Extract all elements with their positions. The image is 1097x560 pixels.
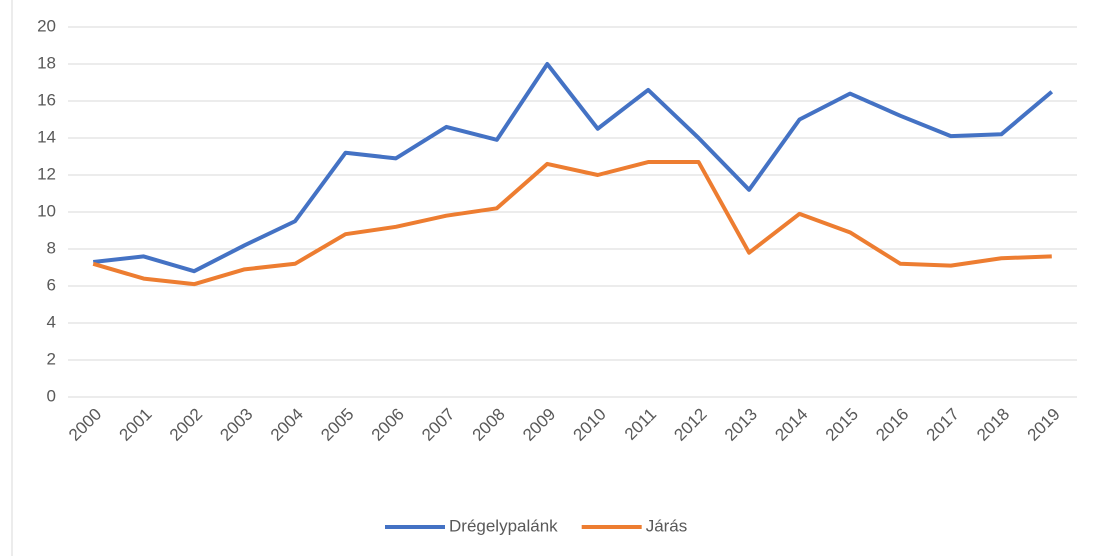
- x-tick-label: 2003: [216, 405, 256, 445]
- y-tick-label: 10: [37, 201, 56, 220]
- x-tick-label: 2012: [670, 405, 710, 445]
- x-tick-label: 2006: [368, 405, 408, 445]
- data-line: [93, 62, 1054, 274]
- y-tick-label: 4: [47, 312, 56, 331]
- y-tick-label: 0: [47, 386, 56, 405]
- x-tick-label: 2018: [973, 405, 1013, 445]
- x-tick-label: 2017: [923, 405, 963, 445]
- y-tick-label: 14: [37, 127, 56, 146]
- x-tick-label: 2004: [267, 405, 307, 445]
- x-tick-label: 2007: [418, 405, 458, 445]
- x-tick-label: 2019: [1024, 405, 1064, 445]
- y-tick-label: 12: [37, 164, 56, 183]
- y-tick-label: 2: [47, 349, 56, 368]
- legend-label: Járás: [646, 516, 688, 535]
- x-tick-label: 2001: [115, 405, 155, 445]
- y-tick-label: 8: [47, 238, 56, 257]
- x-tick-label: 2016: [872, 405, 912, 445]
- x-tick-label: 2015: [822, 405, 862, 445]
- y-tick-label: 18: [37, 53, 56, 72]
- x-tick-label: 2009: [519, 405, 559, 445]
- x-tick-label: 2002: [166, 405, 206, 445]
- x-tick-label: 2008: [469, 405, 509, 445]
- y-tick-label: 20: [37, 16, 56, 35]
- x-tick-label: 2013: [721, 405, 761, 445]
- y-tick-label: 16: [37, 90, 56, 109]
- y-tick-label: 6: [47, 275, 56, 294]
- data-line: [92, 160, 1052, 287]
- x-tick-label: 2014: [771, 405, 811, 445]
- x-tick-label: 2010: [570, 405, 610, 445]
- legend-label: Drégelypalánk: [449, 516, 558, 535]
- x-tick-label: 2011: [621, 405, 660, 444]
- x-tick-label: 2000: [65, 405, 105, 445]
- x-tick-label: 2005: [317, 405, 357, 445]
